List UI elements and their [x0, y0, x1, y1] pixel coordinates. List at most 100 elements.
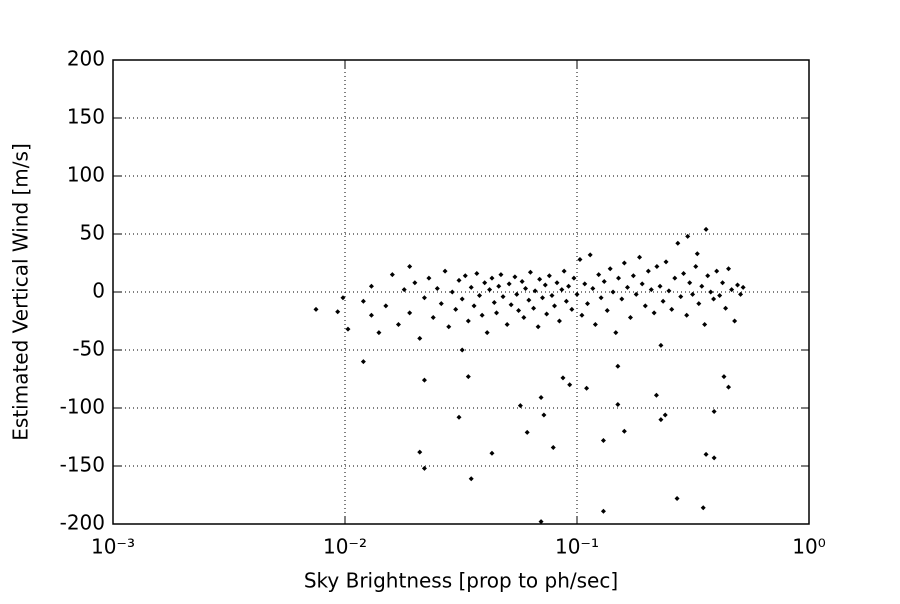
- point: [544, 311, 550, 317]
- point: [517, 403, 523, 409]
- y-tick-label: 0: [92, 279, 105, 303]
- point: [542, 282, 548, 288]
- point: [700, 505, 706, 511]
- point: [566, 283, 572, 289]
- point: [389, 272, 395, 278]
- point: [711, 408, 717, 414]
- point: [590, 286, 596, 292]
- point: [535, 324, 541, 330]
- point: [660, 298, 666, 304]
- point: [438, 301, 444, 307]
- point: [726, 266, 732, 272]
- point: [705, 273, 711, 279]
- point: [345, 326, 351, 332]
- point: [526, 297, 532, 303]
- point: [654, 263, 660, 269]
- point: [434, 286, 440, 292]
- point: [489, 275, 495, 281]
- point: [621, 428, 627, 434]
- point: [504, 321, 510, 327]
- point: [335, 309, 341, 315]
- point: [574, 291, 580, 297]
- point: [726, 384, 732, 390]
- point: [648, 287, 654, 293]
- point: [508, 302, 514, 308]
- point: [468, 284, 474, 290]
- point: [642, 303, 648, 309]
- point: [412, 280, 418, 286]
- point: [740, 284, 746, 290]
- point: [456, 414, 462, 420]
- point: [587, 252, 593, 258]
- point: [519, 279, 525, 285]
- point: [561, 268, 567, 274]
- point: [711, 296, 717, 302]
- point: [616, 275, 622, 281]
- point: [559, 287, 565, 293]
- point: [598, 295, 604, 301]
- point: [653, 392, 659, 398]
- point: [465, 318, 471, 324]
- point: [613, 330, 619, 336]
- point: [491, 299, 497, 305]
- point: [651, 310, 657, 316]
- point: [579, 312, 585, 318]
- point: [658, 342, 664, 348]
- y-axis-label: Estimated Vertical Wind [m/s]: [9, 143, 33, 440]
- y-tick-label: 50: [80, 221, 105, 245]
- point: [563, 298, 569, 304]
- x-axis-label: Sky Brightness [prop to ph/sec]: [304, 569, 618, 593]
- point: [669, 306, 675, 312]
- point: [666, 288, 672, 294]
- point: [674, 495, 680, 501]
- point: [538, 395, 544, 401]
- point: [637, 254, 643, 260]
- point: [487, 287, 493, 293]
- point: [479, 312, 485, 318]
- point: [633, 291, 639, 297]
- point: [541, 412, 547, 418]
- point: [723, 305, 729, 311]
- point: [703, 226, 709, 232]
- point: [678, 294, 684, 300]
- point: [732, 318, 738, 324]
- point: [615, 402, 621, 408]
- point: [313, 306, 319, 312]
- point: [639, 281, 645, 287]
- point: [571, 275, 577, 281]
- point: [645, 268, 651, 274]
- point: [459, 296, 465, 302]
- y-tick-label: 100: [67, 163, 105, 187]
- point: [549, 292, 555, 298]
- x-tick-label: 10⁻²: [323, 535, 367, 559]
- point: [368, 283, 374, 289]
- y-tick-label: -150: [60, 453, 105, 477]
- point: [421, 295, 427, 301]
- point: [662, 412, 668, 418]
- point: [453, 306, 459, 312]
- point: [482, 280, 488, 286]
- point: [560, 375, 566, 381]
- point: [512, 274, 518, 280]
- point: [360, 359, 366, 365]
- point: [401, 287, 407, 293]
- point: [368, 312, 374, 318]
- point: [498, 272, 504, 278]
- point: [663, 259, 669, 265]
- point: [449, 289, 455, 295]
- point: [630, 273, 636, 279]
- point: [494, 310, 500, 316]
- point: [407, 263, 413, 269]
- point: [735, 282, 741, 288]
- point: [610, 289, 616, 295]
- y-tick-label: 200: [67, 47, 105, 71]
- point: [407, 310, 413, 316]
- point: [539, 295, 545, 301]
- point: [506, 281, 512, 287]
- point: [537, 276, 543, 282]
- point: [514, 291, 520, 297]
- point: [627, 315, 633, 321]
- point: [714, 268, 720, 274]
- point: [446, 324, 452, 330]
- y-tick-label: 150: [67, 105, 105, 129]
